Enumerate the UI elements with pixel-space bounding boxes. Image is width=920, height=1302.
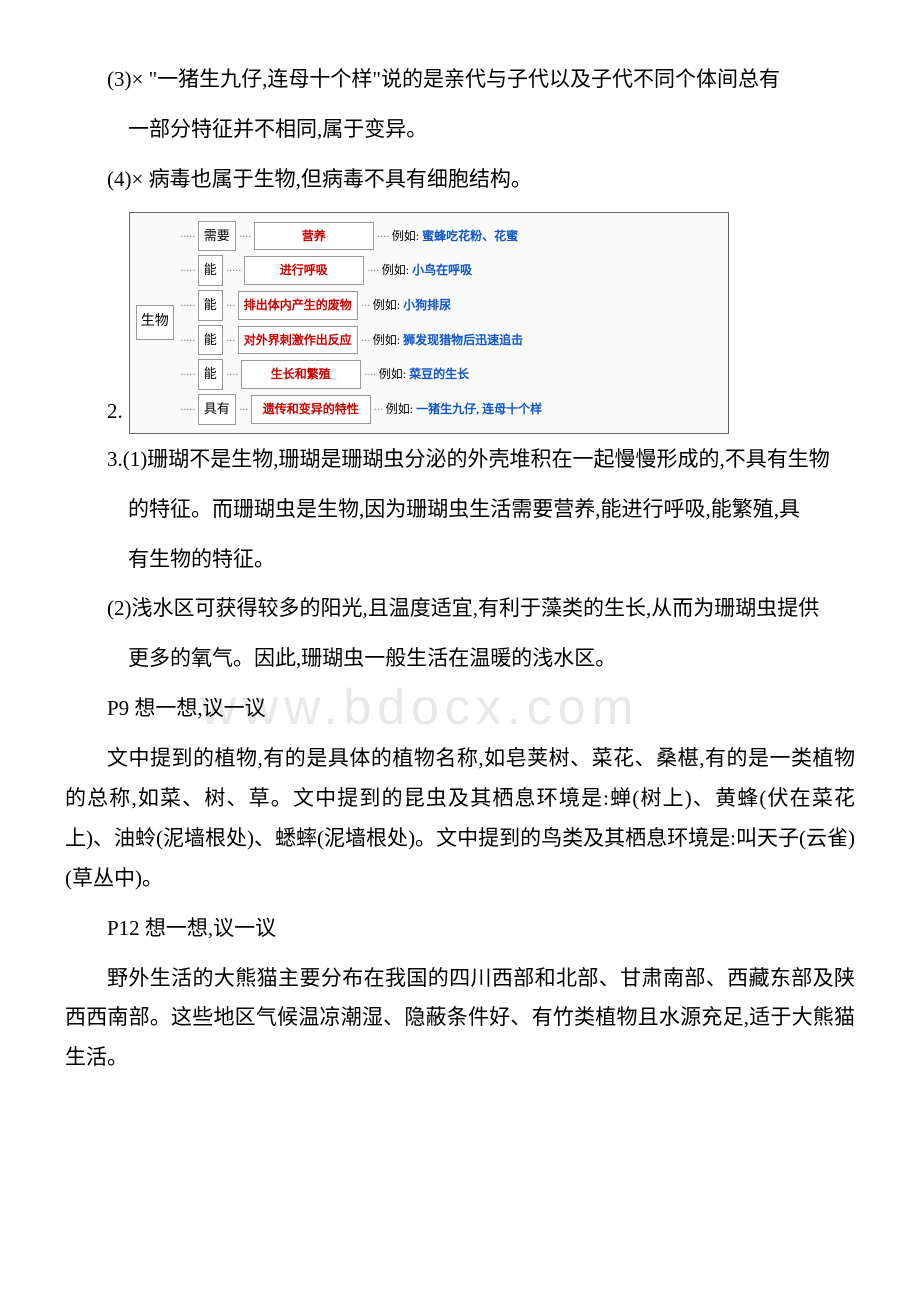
paragraph-3-1a: 3.(1)珊瑚不是生物,珊瑚是珊瑚虫分泌的外壳堆积在一起慢慢形成的,不具有生物 (65, 440, 855, 480)
connector-dots: ···· (367, 259, 379, 282)
connector-dots: ····· (180, 329, 195, 352)
item-2-number: 2. (65, 392, 129, 434)
verb-box: 需要 (198, 221, 236, 252)
connector-dots: ···· (377, 225, 389, 248)
connector-dots: ····· (180, 225, 195, 248)
diagram-rows-container: ····· 需要 ···· 营养 ···· 例如: 蜜蜂吃花粉、花蜜 ·····… (180, 221, 722, 425)
paragraph-p12-content: 野外生活的大熊猫主要分布在我国的四川西部和北部、甘肃南部、西藏东部及陕西西南部。… (65, 959, 855, 1079)
diagram-section: 2. 生物 ····· 需要 ···· 营养 ···· 例如: 蜜蜂吃花粉、花蜜… (65, 212, 855, 434)
diagram-row: ····· 能 ··· 对外界刺激作出反应 ··· 例如: 狮发现猎物后迅速追击 (180, 325, 722, 356)
document-content: (3)× "一猪生九仔,连母十个样"说的是亲代与子代以及子代不同个体间总有 一部… (65, 60, 855, 1078)
property-box: 遗传和变异的特性 (251, 395, 371, 424)
example-text: 小鸟在呼吸 (412, 259, 472, 282)
example-text: 狮发现猎物后迅速追击 (403, 329, 523, 352)
diagram-row: ····· 具有 ··· 遗传和变异的特性 ··· 例如: 一猪生九仔, 连母十… (180, 394, 722, 425)
connector-dots: ···· (226, 363, 238, 386)
example-label: 例如: (392, 225, 419, 248)
connector-dots: ··· (226, 294, 235, 317)
paragraph-3-2b: 更多的氧气。因此,珊瑚虫一般生活在温暖的浅水区。 (65, 639, 855, 679)
example-text: 菜豆的生长 (409, 363, 469, 386)
paragraph-3-continuation: 一部分特征并不相同,属于变异。 (65, 110, 855, 150)
connector-dots: ··· (239, 398, 248, 421)
verb-box: 具有 (198, 394, 236, 425)
example-text: 小狗排尿 (403, 294, 451, 317)
diagram-row: ····· 能 ···· 生长和繁殖 ···· 例如: 菜豆的生长 (180, 359, 722, 390)
verb-box: 能 (198, 325, 223, 356)
diagram-row: ····· 能 ····· 进行呼吸 ···· 例如: 小鸟在呼吸 (180, 255, 722, 286)
verb-box: 能 (198, 290, 223, 321)
example-label: 例如: (386, 398, 413, 421)
paragraph-3-statement: (3)× "一猪生九仔,连母十个样"说的是亲代与子代以及子代不同个体间总有 (65, 60, 855, 100)
connector-dots: ··· (361, 329, 370, 352)
verb-box: 能 (198, 359, 223, 390)
paragraph-3-1c: 有生物的特征。 (65, 540, 855, 580)
connector-dots: ···· (364, 363, 376, 386)
diagram-row: ····· 能 ··· 排出体内产生的废物 ··· 例如: 小狗排尿 (180, 290, 722, 321)
connector-dots: ··· (226, 329, 235, 352)
connector-dots: ····· (180, 363, 195, 386)
example-label: 例如: (373, 329, 400, 352)
property-box: 对外界刺激作出反应 (238, 326, 358, 355)
heading-p12: P12 想一想,议一议 (65, 909, 855, 949)
diagram-root-node: 生物 (136, 305, 174, 340)
heading-p9: P9 想一想,议一议 (65, 689, 855, 729)
example-text: 蜜蜂吃花粉、花蜜 (422, 225, 518, 248)
paragraph-4-statement: (4)× 病毒也属于生物,但病毒不具有细胞结构。 (65, 160, 855, 200)
verb-box: 能 (198, 255, 223, 286)
example-text: 一猪生九仔, 连母十个样 (416, 398, 542, 421)
connector-dots: ····· (180, 259, 195, 282)
connector-dots: ····· (180, 398, 195, 421)
property-box: 生长和繁殖 (241, 360, 361, 389)
property-box: 营养 (254, 222, 374, 251)
property-box: 排出体内产生的废物 (238, 291, 358, 320)
paragraph-p9-content: 文中提到的植物,有的是具体的植物名称,如皂荚树、菜花、桑椹,有的是一类植物的总称… (65, 739, 855, 899)
connector-dots: ··· (361, 294, 370, 317)
connector-dots: ···· (239, 225, 251, 248)
property-box: 进行呼吸 (244, 256, 364, 285)
connector-dots: ····· (226, 259, 241, 282)
paragraph-3-1b: 的特征。而珊瑚虫是生物,因为珊瑚虫生活需要营养,能进行呼吸,能繁殖,具 (65, 490, 855, 530)
biology-traits-diagram: 生物 ····· 需要 ···· 营养 ···· 例如: 蜜蜂吃花粉、花蜜 ··… (129, 212, 729, 434)
example-label: 例如: (373, 294, 400, 317)
example-label: 例如: (382, 259, 409, 282)
connector-dots: ··· (374, 398, 383, 421)
diagram-row: ····· 需要 ···· 营养 ···· 例如: 蜜蜂吃花粉、花蜜 (180, 221, 722, 252)
connector-dots: ····· (180, 294, 195, 317)
example-label: 例如: (379, 363, 406, 386)
paragraph-3-2a: (2)浅水区可获得较多的阳光,且温度适宜,有利于藻类的生长,从而为珊瑚虫提供 (65, 589, 855, 629)
